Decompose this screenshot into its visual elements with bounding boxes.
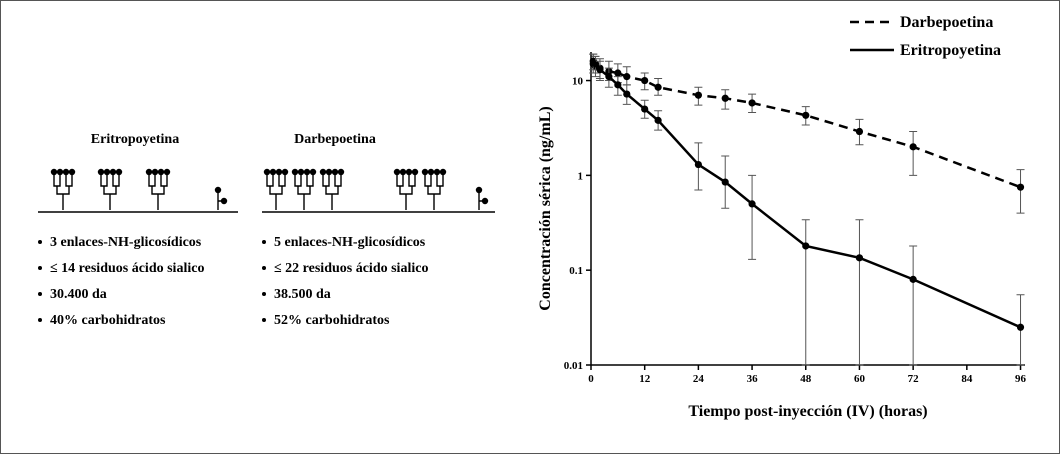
error-bar (1016, 169, 1025, 214)
error-bar (855, 219, 864, 366)
y-tick-label: 10 (572, 76, 584, 88)
data-point (694, 160, 702, 169)
data-point (591, 60, 600, 68)
data-point (1016, 183, 1025, 191)
bullet-dot (262, 266, 266, 270)
data-point (855, 254, 864, 262)
data-point (605, 73, 613, 81)
y-tick-label: 0.1 (569, 265, 583, 277)
x-axis-label: Tiempo post-inyección (IV) (horas) (688, 403, 927, 420)
data-point (641, 105, 649, 113)
bullet-text: 3 enlaces-NH-glicosídicos (50, 235, 202, 250)
bullet-dot (38, 292, 42, 296)
error-bar (801, 219, 810, 366)
data-point (802, 242, 810, 250)
bullet-text: 38.500 da (274, 287, 331, 302)
legend-label: Eritropoyetina (900, 42, 1001, 59)
data-point (909, 275, 917, 283)
data-point (654, 83, 662, 91)
y-axis-label: Concentración sérica (ng/mL) (537, 106, 554, 310)
data-point (596, 66, 604, 74)
data-point (855, 127, 864, 136)
data-point (1016, 323, 1025, 331)
data-point (748, 99, 756, 107)
bullet-dot (38, 318, 42, 322)
bullet-text: 5 enlaces-NH-glicosídicos (274, 235, 426, 250)
x-tick-label: 0 (588, 373, 594, 385)
data-point (721, 178, 729, 186)
x-tick-label: 48 (800, 373, 812, 385)
bullet-dot (262, 318, 266, 322)
data-point (909, 143, 917, 151)
error-bar (909, 245, 918, 366)
y-tick-label: 1 (578, 170, 584, 182)
error-bar (748, 174, 757, 260)
bullet-text: 30.400 da (50, 287, 107, 302)
y-tick-label: 0.01 (564, 360, 583, 372)
x-tick-label: 12 (639, 373, 651, 385)
x-tick-label: 96 (1015, 373, 1027, 385)
bullet-dot (38, 240, 42, 244)
bullet-text: 40% carbohidratos (50, 313, 166, 328)
bullet-text: 52% carbohidratos (274, 313, 390, 328)
diagram (38, 168, 495, 213)
legend-label: Darbepoetina (900, 14, 993, 31)
data-point (654, 116, 662, 124)
panel-title: Darbepoetina (294, 132, 376, 147)
data-point (748, 200, 756, 208)
error-bar (909, 131, 918, 176)
series-line (592, 63, 1021, 189)
data-point (802, 111, 810, 119)
bullet-dot (38, 266, 42, 270)
bullet-dot (262, 292, 266, 296)
series-line (592, 60, 1022, 329)
x-tick-label: 84 (961, 373, 973, 385)
data-point (623, 73, 631, 81)
data-point (721, 94, 729, 102)
data-point (614, 81, 622, 89)
x-tick-label: 36 (747, 373, 759, 385)
bullet-text: ≤ 14 residuos ácido sialico (50, 261, 204, 276)
x-tick-label: 72 (908, 373, 920, 385)
panel-title: Eritropoyetina (91, 132, 179, 147)
data-point (694, 91, 702, 99)
x-tick-label: 60 (854, 373, 866, 385)
data-point (623, 90, 631, 98)
bullet-text: ≤ 22 residuos ácido sialico (274, 261, 428, 276)
x-tick-label: 24 (693, 373, 705, 385)
data-point (614, 69, 622, 77)
bullet-dot (262, 240, 266, 244)
data-point (641, 76, 649, 85)
